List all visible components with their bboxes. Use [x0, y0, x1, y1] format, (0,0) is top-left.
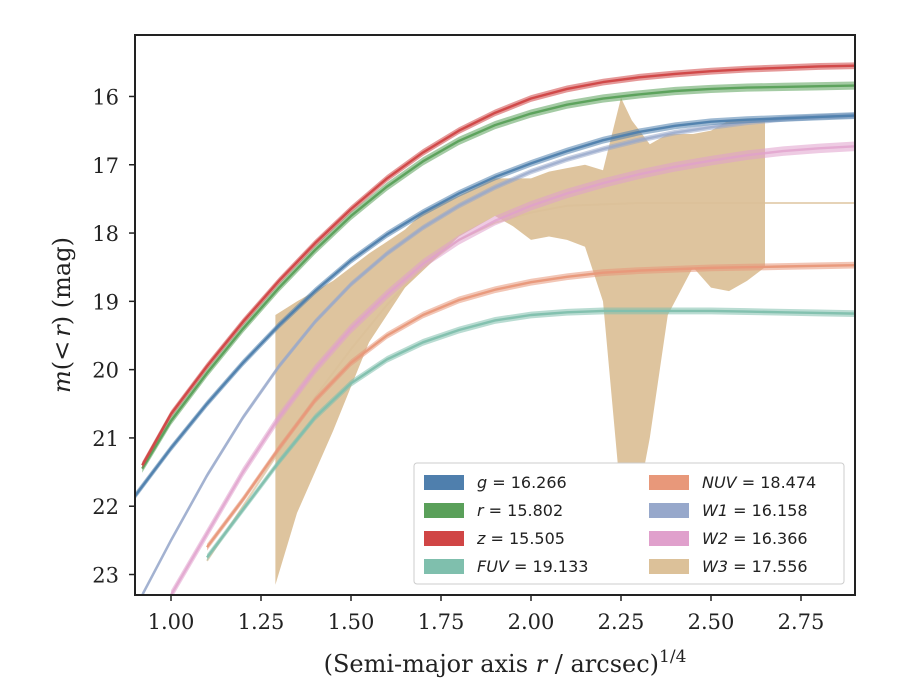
x-tick-label: 2.75	[778, 610, 825, 634]
series-r-line	[141, 84, 855, 470]
x-tick-label: 1.00	[148, 610, 195, 634]
axes-frame	[134, 34, 856, 596]
y-tick-label: 16	[92, 85, 119, 109]
y-tick-label: 19	[92, 290, 119, 314]
y-tick-label: 17	[92, 154, 119, 178]
y-axis-label: m(<r) (mag)	[48, 237, 76, 393]
y-tick-label: 21	[92, 427, 119, 451]
legend-label-g: g = 16.266	[477, 473, 567, 492]
x-tick-label: 1.50	[328, 610, 375, 634]
series-w2-line	[169, 145, 855, 595]
legend-label-nuv: NUV = 18.474	[702, 473, 816, 492]
legend-swatch-g	[424, 475, 464, 490]
series-z-line	[141, 64, 855, 466]
x-tick-label: 2.00	[508, 610, 555, 634]
legend-swatch-w1	[649, 503, 689, 518]
series-g-line	[135, 114, 855, 497]
legend-label-w2: W2 = 16.366	[702, 529, 808, 548]
series-nuv-line	[206, 263, 855, 548]
legend-swatch-r	[424, 503, 464, 518]
series-fuv-line	[206, 309, 855, 559]
x-tick-label: 2.50	[688, 610, 735, 634]
ticks: 1.00 1.25 1.50 1.75 2.00 2.25 2.50 2.75 16 17 18 19…	[92, 85, 824, 634]
legend-label-r: r = 15.802	[477, 501, 563, 520]
y-tick-label: 20	[92, 359, 119, 383]
series-w1-line	[141, 114, 855, 595]
legend-swatch-fuv	[424, 559, 464, 574]
y-tick-label: 22	[92, 495, 119, 519]
x-tick-label: 1.25	[238, 610, 285, 634]
x-tick-label: 2.25	[598, 610, 645, 634]
legend-swatch-nuv	[649, 475, 689, 490]
legend-label-z: z = 15.505	[476, 529, 565, 548]
legend-label-fuv: FUV = 19.133	[477, 557, 588, 576]
legend-label-w3: W3 = 17.556	[702, 557, 808, 576]
legend-swatch-z	[424, 531, 464, 546]
legend-label-w1: W1 = 16.158	[702, 501, 808, 520]
y-tick-label: 23	[92, 564, 119, 588]
x-tick-label: 1.75	[418, 610, 465, 634]
legend-swatch-w2	[649, 531, 689, 546]
y-tick-label: 18	[92, 222, 119, 246]
legend-swatch-w3	[649, 559, 689, 574]
legend: g = 16.266 r = 15.802 z = 15.505 FUV = 19.1…	[413, 462, 845, 585]
x-axis-label: (Semi-major axis r / arcsec)1/4	[324, 647, 687, 678]
